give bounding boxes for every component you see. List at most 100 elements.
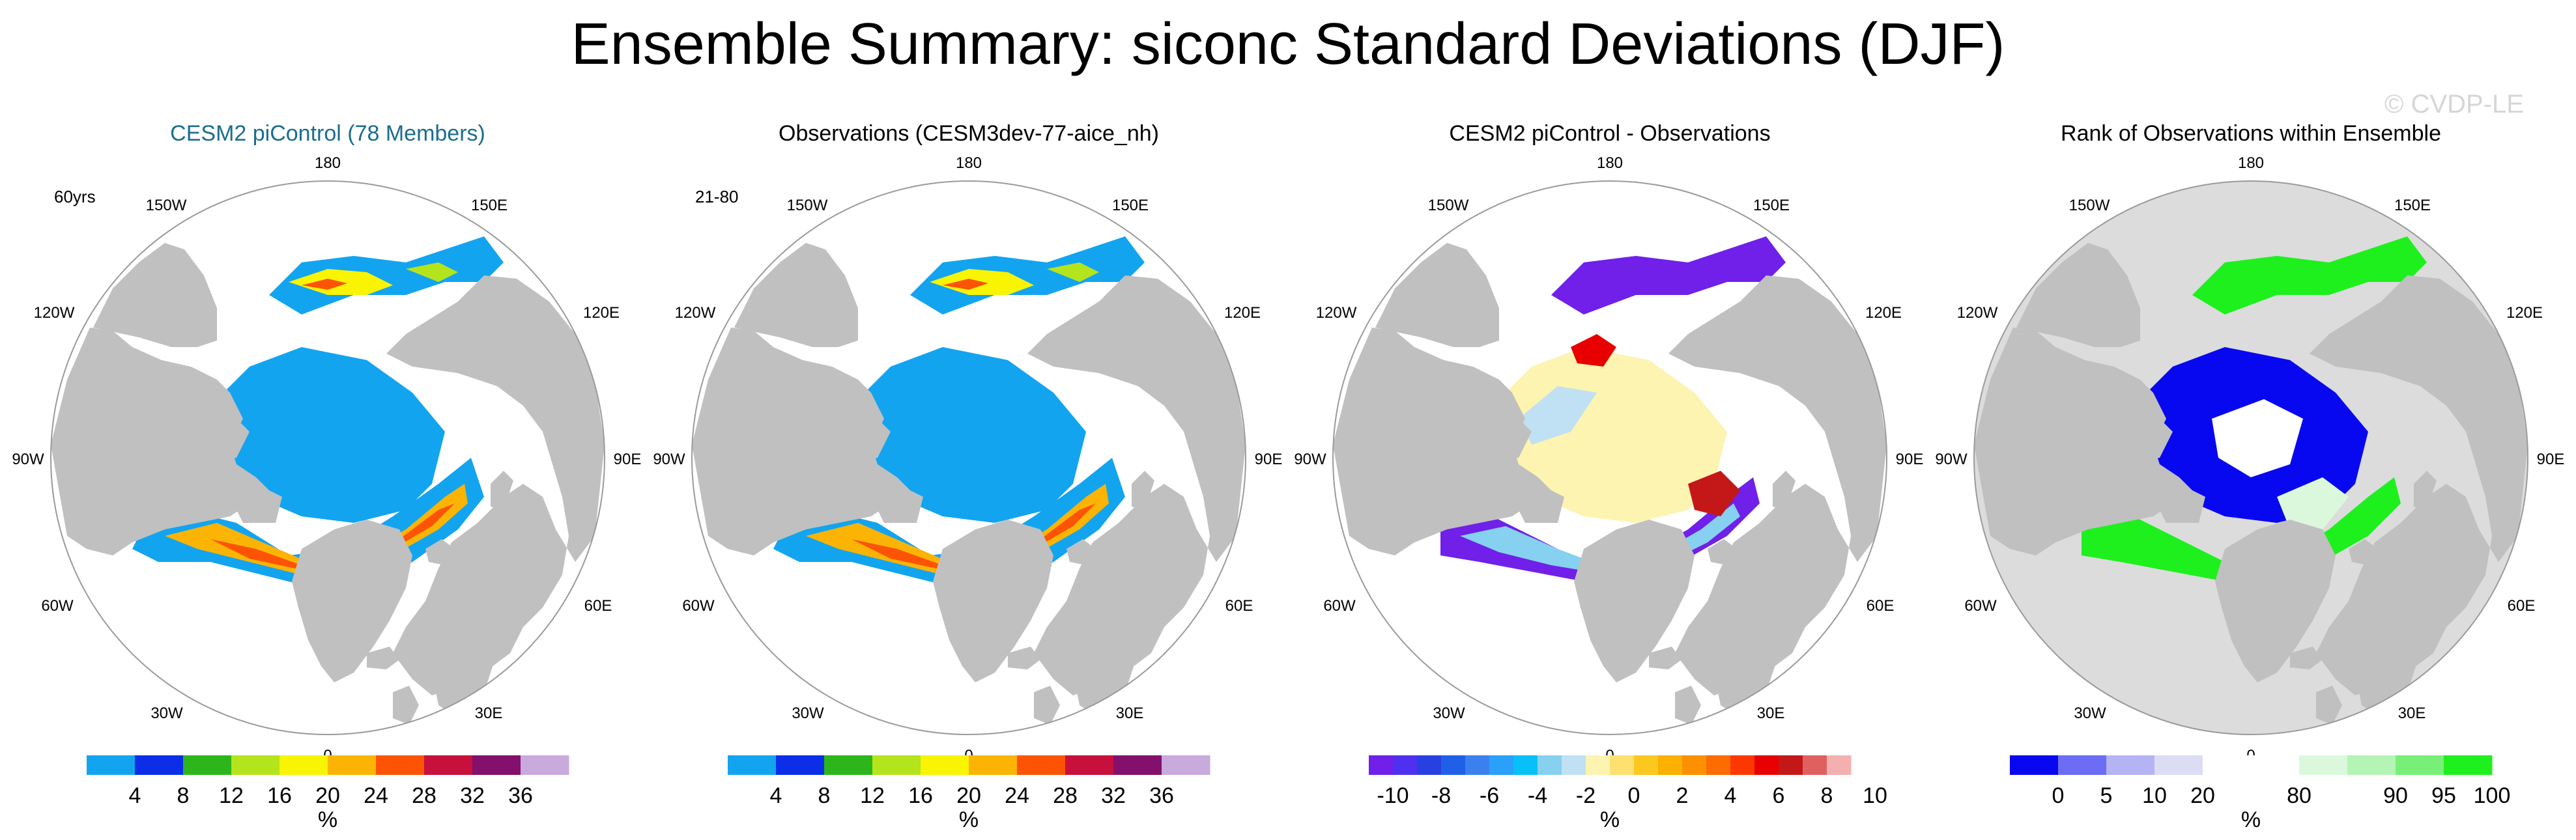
colorbar-swatch [2010, 755, 2059, 775]
longitude-label-ul: 150W [146, 197, 187, 214]
map-boundary [50, 180, 605, 735]
colorbar-tick-label: -2 [1576, 783, 1596, 808]
colorbar-swatch [183, 755, 232, 775]
map-boundary [691, 180, 1246, 735]
colorbar-swatch [472, 755, 521, 775]
sea-ice-okhotsk [1047, 262, 1099, 282]
polar-map [692, 181, 1246, 735]
longitude-label-ml: 120W [1957, 304, 1998, 322]
colorbar-swatch [328, 755, 377, 775]
colorbar-swatch [279, 755, 328, 775]
colorbar-tick-label: 4 [1724, 783, 1737, 808]
difference-barents [1688, 471, 1740, 516]
colorbar-tick-label: -6 [1480, 783, 1499, 808]
map-panel-3: CESM2 piControl - Observations 180 0 150W 15… [1294, 121, 1923, 832]
colorbar-swatch [2444, 755, 2493, 775]
longitude-label-ll: 60W [41, 597, 74, 615]
figure-title: Ensemble Summary: siconc Standard Deviat… [571, 12, 2005, 77]
colorbar-tick-label: 8 [1821, 783, 1833, 808]
colorbar-swatch [2299, 755, 2348, 775]
map-boundary [1332, 180, 1887, 735]
colorbar-tick-label: 28 [412, 783, 436, 808]
map-panel-1: CESM2 piControl (78 Members)60yrs1800150… [12, 121, 641, 832]
colorbar-unit: % [1600, 807, 1620, 832]
polar-map [51, 181, 605, 735]
longitude-label-mr: 120E [1224, 304, 1261, 322]
colorbar-tick-label: 36 [508, 783, 533, 808]
colorbar: 4 8 12 16 20 24 28 32 36% [728, 755, 1210, 832]
colorbar-swatch [424, 755, 473, 775]
colorbar-tick-label: 6 [1773, 783, 1785, 808]
colorbar-tick-label: 10 [2142, 783, 2167, 808]
longitude-label-ul: 150W [2069, 197, 2110, 214]
colorbar-tick-label: 5 [2100, 783, 2113, 808]
colorbar-swatch [1369, 755, 1394, 775]
colorbar-swatch [1162, 755, 1210, 775]
colorbar-swatch [1113, 755, 1162, 775]
longitude-label-ur: 150E [1753, 197, 1790, 214]
colorbar-tick-label: 24 [1005, 783, 1029, 808]
colorbar-tick-label: -10 [1377, 783, 1409, 808]
colorbar-swatch [1803, 755, 1827, 775]
panel-title: CESM2 piControl (78 Members) [170, 121, 485, 146]
panel-title: Observations (CESM3dev-77-aice_nh) [779, 121, 1159, 146]
colorbar-tick-label: 0 [2052, 783, 2065, 808]
colorbar-swatch [872, 755, 921, 775]
longitude-label-lr: 60E [1225, 597, 1253, 615]
colorbar-swatch [1754, 755, 1779, 775]
colorbar-tick-label: 20 [2190, 783, 2215, 808]
longitude-label-top: 180 [2238, 154, 2264, 172]
colorbar-swatch [1682, 755, 1707, 775]
colorbar-swatch [135, 755, 184, 775]
colorbar-swatch [1610, 755, 1635, 775]
colorbar-tick-label: 100 [2474, 783, 2511, 808]
colorbar-unit: % [959, 807, 979, 832]
colorbar-tick-label: 90 [2383, 783, 2408, 808]
colorbar-swatch [2106, 755, 2155, 775]
rank-barents [2277, 477, 2349, 529]
longitude-label-cl: 90W [653, 451, 685, 468]
colorbar-tick-label: 32 [460, 783, 485, 808]
colorbar-swatch [2347, 755, 2396, 775]
sea-ice-central-arctic [852, 347, 1086, 523]
colorbar-tick-label: 80 [2287, 783, 2311, 808]
longitude-label-bl: 30W [792, 705, 824, 722]
colorbar-tick-label: 2 [1676, 783, 1689, 808]
colorbar-swatch [1065, 755, 1114, 775]
colorbar-swatch [1417, 755, 1442, 775]
colorbar-unit: % [2241, 807, 2261, 832]
colorbar: 4 8 12 16 20 24 28 32 36% [87, 755, 569, 832]
longitude-label-cl: 90W [1294, 451, 1326, 468]
panel-title: Rank of Observations within Ensemble [2061, 121, 2441, 146]
colorbar-swatch [824, 755, 873, 775]
longitude-label-ur: 150E [2394, 197, 2431, 214]
colorbar-tick-label: 4 [770, 783, 782, 808]
longitude-label-cr: 90E [2537, 451, 2565, 468]
longitude-label-bl: 30W [1433, 705, 1465, 722]
sea-ice-okhotsk [406, 262, 458, 282]
colorbar-swatch [1779, 755, 1803, 775]
colorbar-swatch [969, 755, 1018, 775]
colorbar-swatch [1730, 755, 1755, 775]
longitude-label-lr: 60E [1867, 597, 1895, 615]
colorbar: -10 -8 -6 -4 -2 0 2 4 6 8 10% [1369, 755, 1887, 832]
colorbar-swatch [2396, 755, 2444, 775]
colorbar-tick-label: 20 [956, 783, 981, 808]
longitude-label-top: 180 [315, 154, 341, 172]
rank-central-white [2212, 399, 2303, 477]
colorbar-tick-label: -8 [1431, 783, 1451, 808]
colorbar-swatch [1441, 755, 1466, 775]
longitude-label-bl: 30W [150, 705, 183, 722]
longitude-label-ml: 120W [1316, 304, 1357, 322]
difference-beaufort [1519, 386, 1597, 445]
colorbar-swatch [1489, 755, 1514, 775]
colorbar-tick-label: 20 [315, 783, 340, 808]
difference-pacific-band [1551, 236, 1786, 315]
difference-bering-strait [1571, 334, 1616, 367]
colorbar-swatch [231, 755, 280, 775]
longitude-label-cl: 90W [1935, 451, 1968, 468]
longitude-label-mr: 120E [583, 304, 620, 322]
longitude-label-ll: 60W [682, 597, 715, 615]
longitude-label-cl: 90W [12, 451, 44, 468]
colorbar-swatch [2203, 755, 2252, 775]
